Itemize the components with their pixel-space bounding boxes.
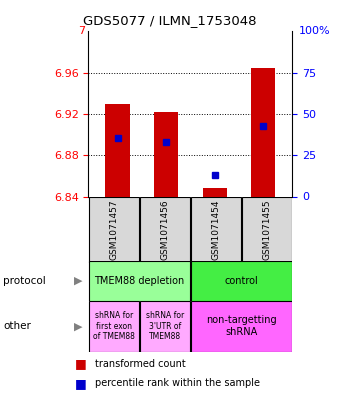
Bar [251,68,275,196]
Text: shRNA for
first exon
of TMEM88: shRNA for first exon of TMEM88 [93,311,135,341]
Text: ■: ■ [75,357,87,370]
Text: transformed count: transformed count [95,358,186,369]
Bar [191,301,292,352]
Text: GSM1071456: GSM1071456 [160,200,169,260]
Text: ▶: ▶ [74,276,82,286]
Bar [191,196,241,263]
Text: TMEM88 depletion: TMEM88 depletion [94,276,185,286]
Bar [191,261,292,301]
Bar [89,196,139,263]
Text: control: control [224,276,258,286]
Bar [89,261,190,301]
Text: GSM1071457: GSM1071457 [109,200,118,260]
Text: GSM1071455: GSM1071455 [262,200,271,260]
Bar [89,301,139,352]
Text: protocol: protocol [3,276,46,286]
Bar [105,104,130,196]
Text: non-targetting
shRNA: non-targetting shRNA [206,316,277,337]
Text: shRNA for
3'UTR of
TMEM88: shRNA for 3'UTR of TMEM88 [146,311,184,341]
Text: percentile rank within the sample: percentile rank within the sample [95,378,260,388]
Text: 7: 7 [78,26,85,37]
Text: other: other [3,321,31,331]
Bar [140,196,190,263]
Bar [242,196,292,263]
Text: ▶: ▶ [74,321,82,331]
Text: ■: ■ [75,376,87,390]
Text: GSM1071454: GSM1071454 [211,200,220,260]
Bar [203,188,227,196]
Bar [154,112,178,196]
Text: 100%: 100% [299,26,331,37]
Text: GDS5077 / ILMN_1753048: GDS5077 / ILMN_1753048 [83,14,257,27]
Bar [140,301,190,352]
